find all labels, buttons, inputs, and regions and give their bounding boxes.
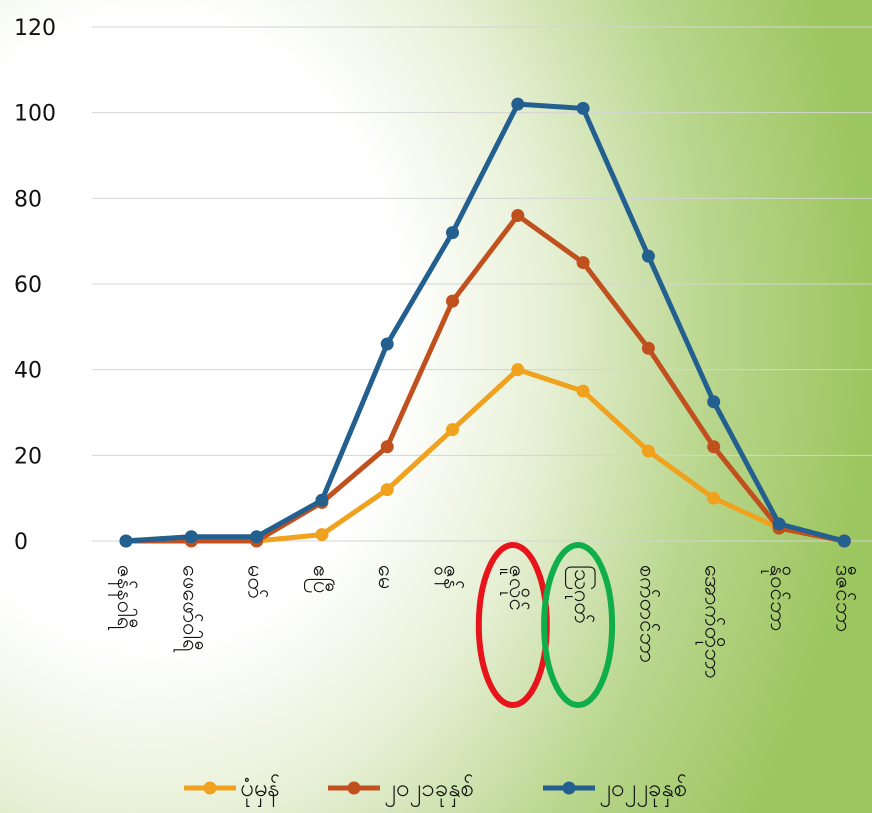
data-point xyxy=(707,491,721,505)
data-point xyxy=(380,337,394,351)
data-point xyxy=(511,208,525,222)
data-point xyxy=(380,440,394,454)
x-tick-label: အောက်တိုဘာ xyxy=(696,565,726,679)
x-tick-label: ဖေဖော်ဝါရီ xyxy=(173,565,203,652)
x-tick-label: မတ် xyxy=(243,565,269,599)
legend-marker xyxy=(347,781,361,795)
data-point xyxy=(837,534,851,548)
y-tick-label: 40 xyxy=(14,359,42,384)
x-tick-label: စက်တင်ဘာ xyxy=(634,565,660,663)
y-tick-label: 120 xyxy=(14,16,56,41)
highlight-ellipse xyxy=(541,542,616,708)
series-lines xyxy=(119,97,851,548)
y-tick-label: 0 xyxy=(14,530,28,555)
x-tick-label: ဒီဇင်ဘာ xyxy=(830,565,856,632)
legend-label: ၂၀၂၁ခုနှစ် xyxy=(384,773,474,808)
legend: ပုံမှန် ၂၀၂၁ခုနှစ် ၂၀၂၂ခုနှစ် xyxy=(184,773,687,808)
legend-label: ၂၀၂၂ခုနှစ် xyxy=(599,773,687,808)
data-point xyxy=(119,534,133,548)
y-tick-label: 20 xyxy=(14,444,42,469)
series-line xyxy=(125,101,845,544)
data-point xyxy=(641,444,655,458)
x-tick-label: မေ xyxy=(373,565,398,590)
data-point xyxy=(772,517,786,531)
data-point xyxy=(641,249,655,263)
gridlines xyxy=(92,26,872,542)
legend-label: ပုံမှန် xyxy=(240,773,280,808)
y-tick-label: 100 xyxy=(14,102,56,127)
data-point xyxy=(446,226,459,240)
x-tick-label: နိုဝင်ဘာ xyxy=(761,565,791,631)
data-point xyxy=(511,97,525,111)
legend-marker xyxy=(562,781,576,795)
data-point xyxy=(576,384,590,398)
data-point xyxy=(380,483,394,497)
x-axis: ဇန်နဝါရီ ဖေဖော်ဝါရီ မတ် ဧပြီ မေ ဇွန် ဇူလိုင် ဩဂ… xyxy=(108,565,856,679)
x-tick-label: ဩဂုတ် xyxy=(565,565,596,624)
series xyxy=(119,208,851,548)
legend-marker xyxy=(203,781,217,795)
data-point xyxy=(446,423,459,437)
month-highlights xyxy=(475,542,616,708)
y-tick-label: 60 xyxy=(14,273,42,298)
data-point xyxy=(576,101,590,115)
y-tick-label: 80 xyxy=(14,187,42,212)
data-point xyxy=(641,341,655,355)
data-point xyxy=(184,530,198,544)
y-axis: 0 20 40 60 80 100 120 xyxy=(14,16,56,555)
x-tick-label: ဇန်နဝါရီ xyxy=(108,565,138,630)
data-point xyxy=(446,294,459,308)
series-line xyxy=(126,212,845,544)
x-tick-label: ဧပြီ xyxy=(304,565,335,594)
series xyxy=(119,97,851,548)
data-point xyxy=(707,440,721,454)
data-point xyxy=(511,363,525,377)
x-tick-label: ဇူလိုင် xyxy=(500,565,530,611)
data-point xyxy=(576,256,590,270)
x-tick-label: ဇွန် xyxy=(434,565,465,589)
data-point xyxy=(315,528,329,542)
data-point xyxy=(315,493,329,507)
data-point xyxy=(250,530,264,544)
data-point xyxy=(707,395,721,409)
